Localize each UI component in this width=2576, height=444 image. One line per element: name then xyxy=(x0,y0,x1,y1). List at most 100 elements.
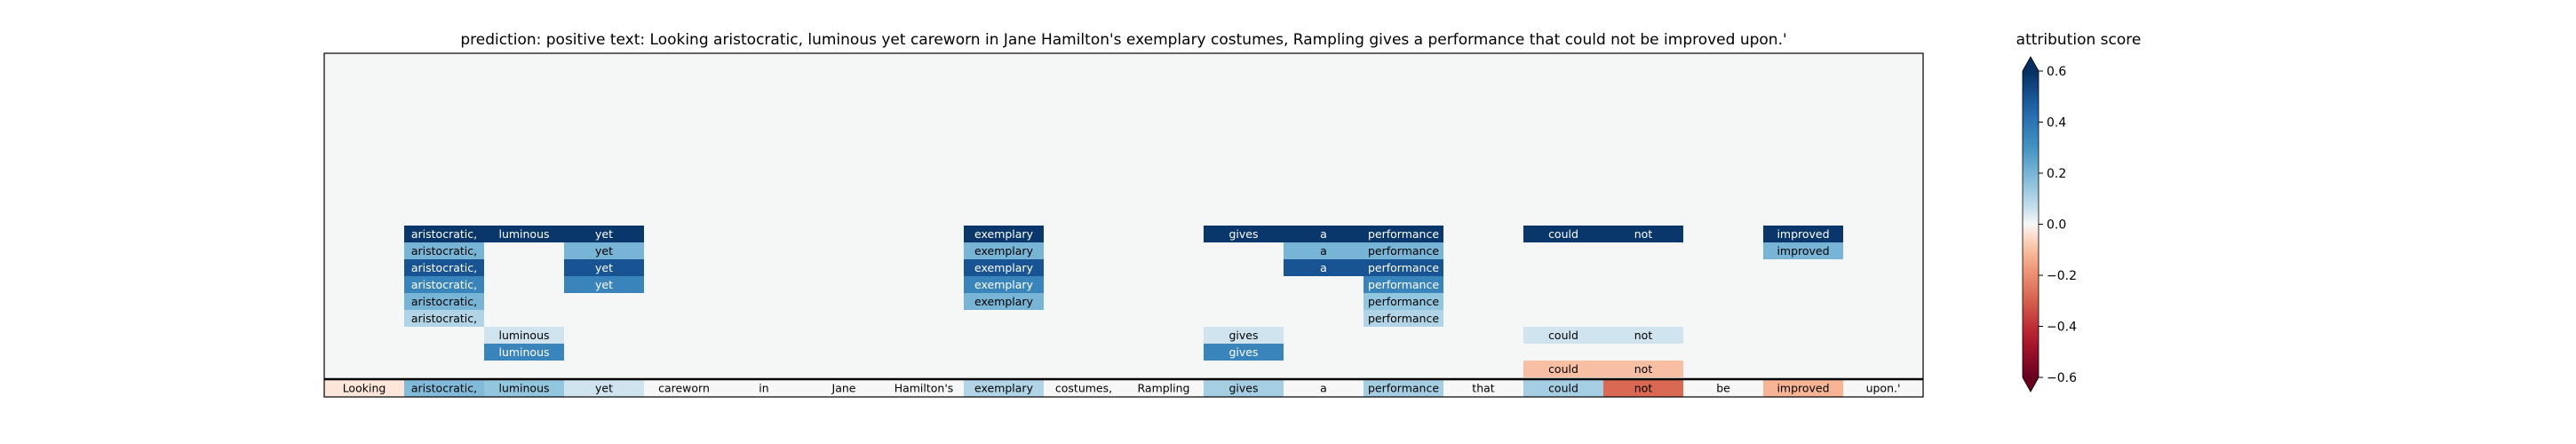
colorbar-extend-min xyxy=(2023,377,2039,392)
heat-cell-label: performance xyxy=(1368,312,1439,325)
heat-cell xyxy=(1204,226,1284,242)
colorbar-tick-label: 0.4 xyxy=(2047,116,2066,131)
base-token-label: Jane xyxy=(831,382,856,395)
heat-cell xyxy=(1603,327,1683,344)
heat-cell-label: aristocratic, xyxy=(411,244,477,258)
heat-cell-label: yet xyxy=(595,244,613,258)
heat-cell xyxy=(1603,226,1683,242)
colorbar-tick-label: −0.4 xyxy=(2047,321,2077,335)
heat-cell xyxy=(1523,327,1603,344)
heat-cell-label: exemplary xyxy=(974,261,1034,274)
heat-cell xyxy=(1364,226,1443,242)
heat-cell-label: aristocratic, xyxy=(411,295,477,308)
heat-cell xyxy=(404,293,484,310)
heat-cell-label: performance xyxy=(1368,295,1439,308)
heat-cell xyxy=(404,242,484,259)
heat-cell-label: performance xyxy=(1368,244,1439,258)
base-token-cell xyxy=(724,379,804,397)
heat-cell xyxy=(564,242,644,259)
heat-cell-label: aristocratic, xyxy=(411,227,477,241)
heat-cell xyxy=(964,242,1044,259)
base-token-cell xyxy=(1523,379,1603,397)
colorbar-tick-label: −0.2 xyxy=(2047,269,2077,283)
heat-cell xyxy=(1364,293,1443,310)
heat-cell xyxy=(1763,226,1843,242)
heat-cell-label: could xyxy=(1548,362,1578,376)
heat-cell xyxy=(564,226,644,242)
heat-cell xyxy=(1763,242,1843,259)
heat-cell-label: luminous xyxy=(498,227,549,241)
heat-cell xyxy=(484,327,564,344)
heat-cell xyxy=(1284,242,1364,259)
heat-cell-label: could xyxy=(1548,329,1578,342)
colorbar-gradient xyxy=(2023,71,2039,377)
colorbar-tick-label: −0.6 xyxy=(2047,371,2077,385)
base-token-label: could xyxy=(1548,382,1578,395)
plot-frame xyxy=(323,52,1924,398)
heat-cell-label: not xyxy=(1634,329,1653,342)
heat-cell xyxy=(964,276,1044,293)
base-token-label: exemplary xyxy=(974,382,1034,395)
heat-cell xyxy=(1364,242,1443,259)
heat-cell xyxy=(964,293,1044,310)
base-token-cell xyxy=(644,379,724,397)
base-token-label: that xyxy=(1472,382,1494,395)
heat-cell-label: gives xyxy=(1228,345,1258,359)
heat-cell-label: yet xyxy=(595,278,613,291)
heat-cell-label: exemplary xyxy=(974,278,1034,291)
base-token-label: Rampling xyxy=(1138,382,1190,395)
heat-cell-label: a xyxy=(1320,227,1327,241)
base-token-label: improved xyxy=(1777,382,1829,395)
base-token-cell xyxy=(564,379,644,397)
heat-cell xyxy=(964,226,1044,242)
base-token-cell xyxy=(1843,379,1923,397)
heat-cell xyxy=(404,276,484,293)
heat-cell xyxy=(404,259,484,276)
heat-cell-label: aristocratic, xyxy=(411,261,477,274)
heat-cell-label: exemplary xyxy=(974,227,1034,241)
chart-title: prediction: positive text: Looking arist… xyxy=(460,31,1786,49)
heat-cell-label: improved xyxy=(1777,227,1829,241)
base-token-cell xyxy=(1603,379,1683,397)
base-token-label: performance xyxy=(1368,382,1439,395)
heat-cell xyxy=(1523,226,1603,242)
base-token-label: in xyxy=(759,382,768,395)
heat-cell xyxy=(1364,259,1443,276)
heat-cell xyxy=(564,276,644,293)
heat-cell-label: a xyxy=(1320,244,1327,258)
base-token-label: upon.' xyxy=(1866,382,1901,395)
base-token-label: luminous xyxy=(498,382,549,395)
heat-cell-label: not xyxy=(1634,227,1653,241)
heat-cell-label: yet xyxy=(595,227,613,241)
base-token-label: aristocratic, xyxy=(411,382,477,395)
base-token-label: not xyxy=(1634,382,1653,395)
colorbar-tick-label: 0.2 xyxy=(2047,167,2066,181)
base-token-label: be xyxy=(1716,382,1730,395)
heat-cell-label: improved xyxy=(1777,244,1829,258)
heat-cell-label: aristocratic, xyxy=(411,312,477,325)
base-token-cell xyxy=(484,379,564,397)
colorbar-tick-label: 0.0 xyxy=(2047,218,2066,233)
heat-cell-label: luminous xyxy=(498,345,549,359)
heat-cell xyxy=(1603,361,1683,377)
base-token-cell xyxy=(1364,379,1443,397)
base-token-cell xyxy=(1763,379,1843,397)
base-token-cell xyxy=(884,379,964,397)
heat-cell-label: luminous xyxy=(498,329,549,342)
colorbar-tick-label: 0.6 xyxy=(2047,65,2066,79)
heat-cell-label: performance xyxy=(1368,261,1439,274)
colorbar-title: attribution score xyxy=(2016,31,2142,49)
base-token-cell xyxy=(804,379,884,397)
heat-cell-label: gives xyxy=(1228,227,1258,241)
heat-cell xyxy=(564,259,644,276)
base-token-label: a xyxy=(1320,382,1327,395)
heat-cell-label: not xyxy=(1634,362,1653,376)
heat-cell xyxy=(1204,344,1284,361)
heat-cell xyxy=(404,310,484,327)
heat-cell xyxy=(1523,361,1603,377)
base-token-cell xyxy=(1124,379,1204,397)
colorbar-extend-max xyxy=(2023,57,2039,71)
base-token-label: yet xyxy=(595,382,613,395)
heat-cell-label: performance xyxy=(1368,278,1439,291)
